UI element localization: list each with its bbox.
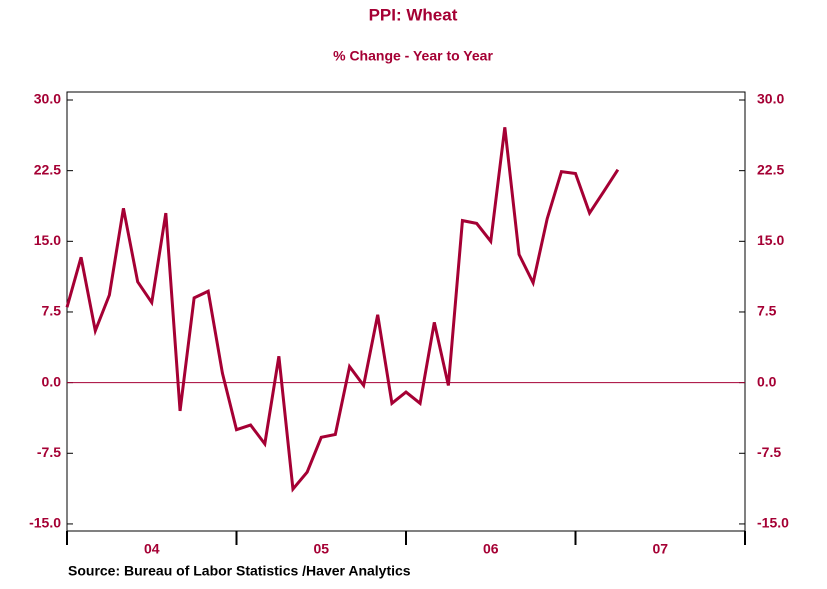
y2-tick-label: -7.5 xyxy=(757,444,781,460)
x-tick-label: 04 xyxy=(144,541,160,557)
y-tick-label: 15.0 xyxy=(34,232,61,248)
y-tick-label: 0.0 xyxy=(42,373,62,389)
y-tick-label: 22.5 xyxy=(34,161,61,177)
data-line xyxy=(65,127,620,493)
chart-title: PPI: Wheat xyxy=(369,5,458,24)
y2-tick-label: 30.0 xyxy=(757,91,784,107)
y-tick-label: -7.5 xyxy=(37,444,61,460)
source-note: Source: Bureau of Labor Statistics /Have… xyxy=(68,563,411,579)
chart-subtitle: % Change - Year to Year xyxy=(333,48,493,64)
y-tick-label: 30.0 xyxy=(34,91,61,107)
y-tick-label: -15.0 xyxy=(29,515,61,531)
x-tick-label: 06 xyxy=(483,541,499,557)
y2-tick-label: 7.5 xyxy=(757,303,777,319)
y-tick-label: 7.5 xyxy=(42,303,62,319)
x-tick-label: 05 xyxy=(313,541,329,557)
y2-tick-label: -15.0 xyxy=(757,515,789,531)
y2-tick-label: 22.5 xyxy=(757,161,784,177)
plot-frame xyxy=(66,91,746,532)
y2-tick-label: 0.0 xyxy=(757,373,777,389)
y2-tick-label: 15.0 xyxy=(757,232,784,248)
x-tick-label: 07 xyxy=(652,541,668,557)
